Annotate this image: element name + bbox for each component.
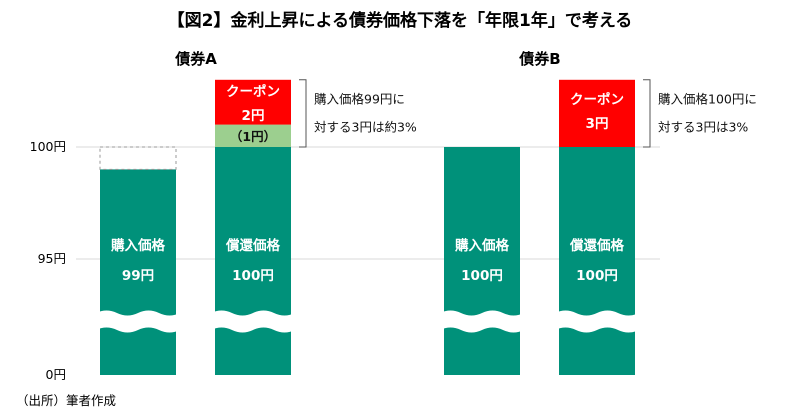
coupon-segment — [215, 79, 291, 125]
dashed-gap — [99, 146, 177, 170]
gain-segment — [215, 124, 291, 147]
axis-break — [440, 310, 524, 333]
axis-break — [211, 310, 295, 333]
coupon-value-label: 2円 — [242, 108, 265, 124]
chart-title: 【図2】金利上昇による債券価格下落を「年限1年」で考える — [168, 10, 633, 31]
bar-base — [444, 147, 520, 375]
bar-base — [100, 169, 176, 375]
bar: 購入価格 100円 — [440, 147, 524, 375]
bracket — [643, 79, 651, 148]
coupon-segment — [559, 79, 635, 147]
bar-base — [215, 147, 291, 375]
y-tick-label: 100円 — [30, 139, 66, 154]
bar-label: 償還価格 — [225, 237, 280, 254]
bar-label: 購入価格 — [454, 237, 509, 254]
coupon-value-label: 3円 — [586, 116, 609, 132]
note-line-1: 購入価格99円に — [314, 91, 405, 106]
y-tick-label: 95円 — [38, 251, 66, 266]
note-line-1: 購入価格100円に — [658, 91, 757, 106]
axis-break — [96, 310, 180, 333]
group-label-a: 債券A — [174, 50, 217, 68]
bar-value-label: 100円 — [576, 268, 618, 284]
bar-value-label: 100円 — [461, 268, 503, 284]
bar: 償還価格 100円 （1円） クーポン 2円 — [211, 79, 295, 375]
bar-label: 購入価格 — [110, 237, 165, 254]
source-note: （出所）筆者作成 — [16, 393, 116, 408]
note-line-2: 対する3円は3% — [658, 119, 748, 134]
bar-value-label: 99円 — [122, 268, 154, 284]
gain-label: （1円） — [230, 129, 276, 144]
bar: 購入価格 99円 — [96, 146, 180, 375]
axis-break — [555, 310, 639, 333]
bar-value-label: 100円 — [232, 268, 274, 284]
group-label-b: 債券B — [518, 50, 560, 68]
bar-base — [559, 147, 635, 375]
bar: 償還価格 100円 クーポン 3円 — [555, 79, 639, 375]
y-tick-label: 0円 — [46, 367, 66, 382]
coupon-label: クーポン — [570, 91, 624, 108]
bracket — [299, 79, 307, 148]
bar-label: 償還価格 — [569, 237, 624, 254]
coupon-label: クーポン — [226, 83, 280, 100]
note-line-2: 対する3円は約3% — [314, 119, 417, 134]
